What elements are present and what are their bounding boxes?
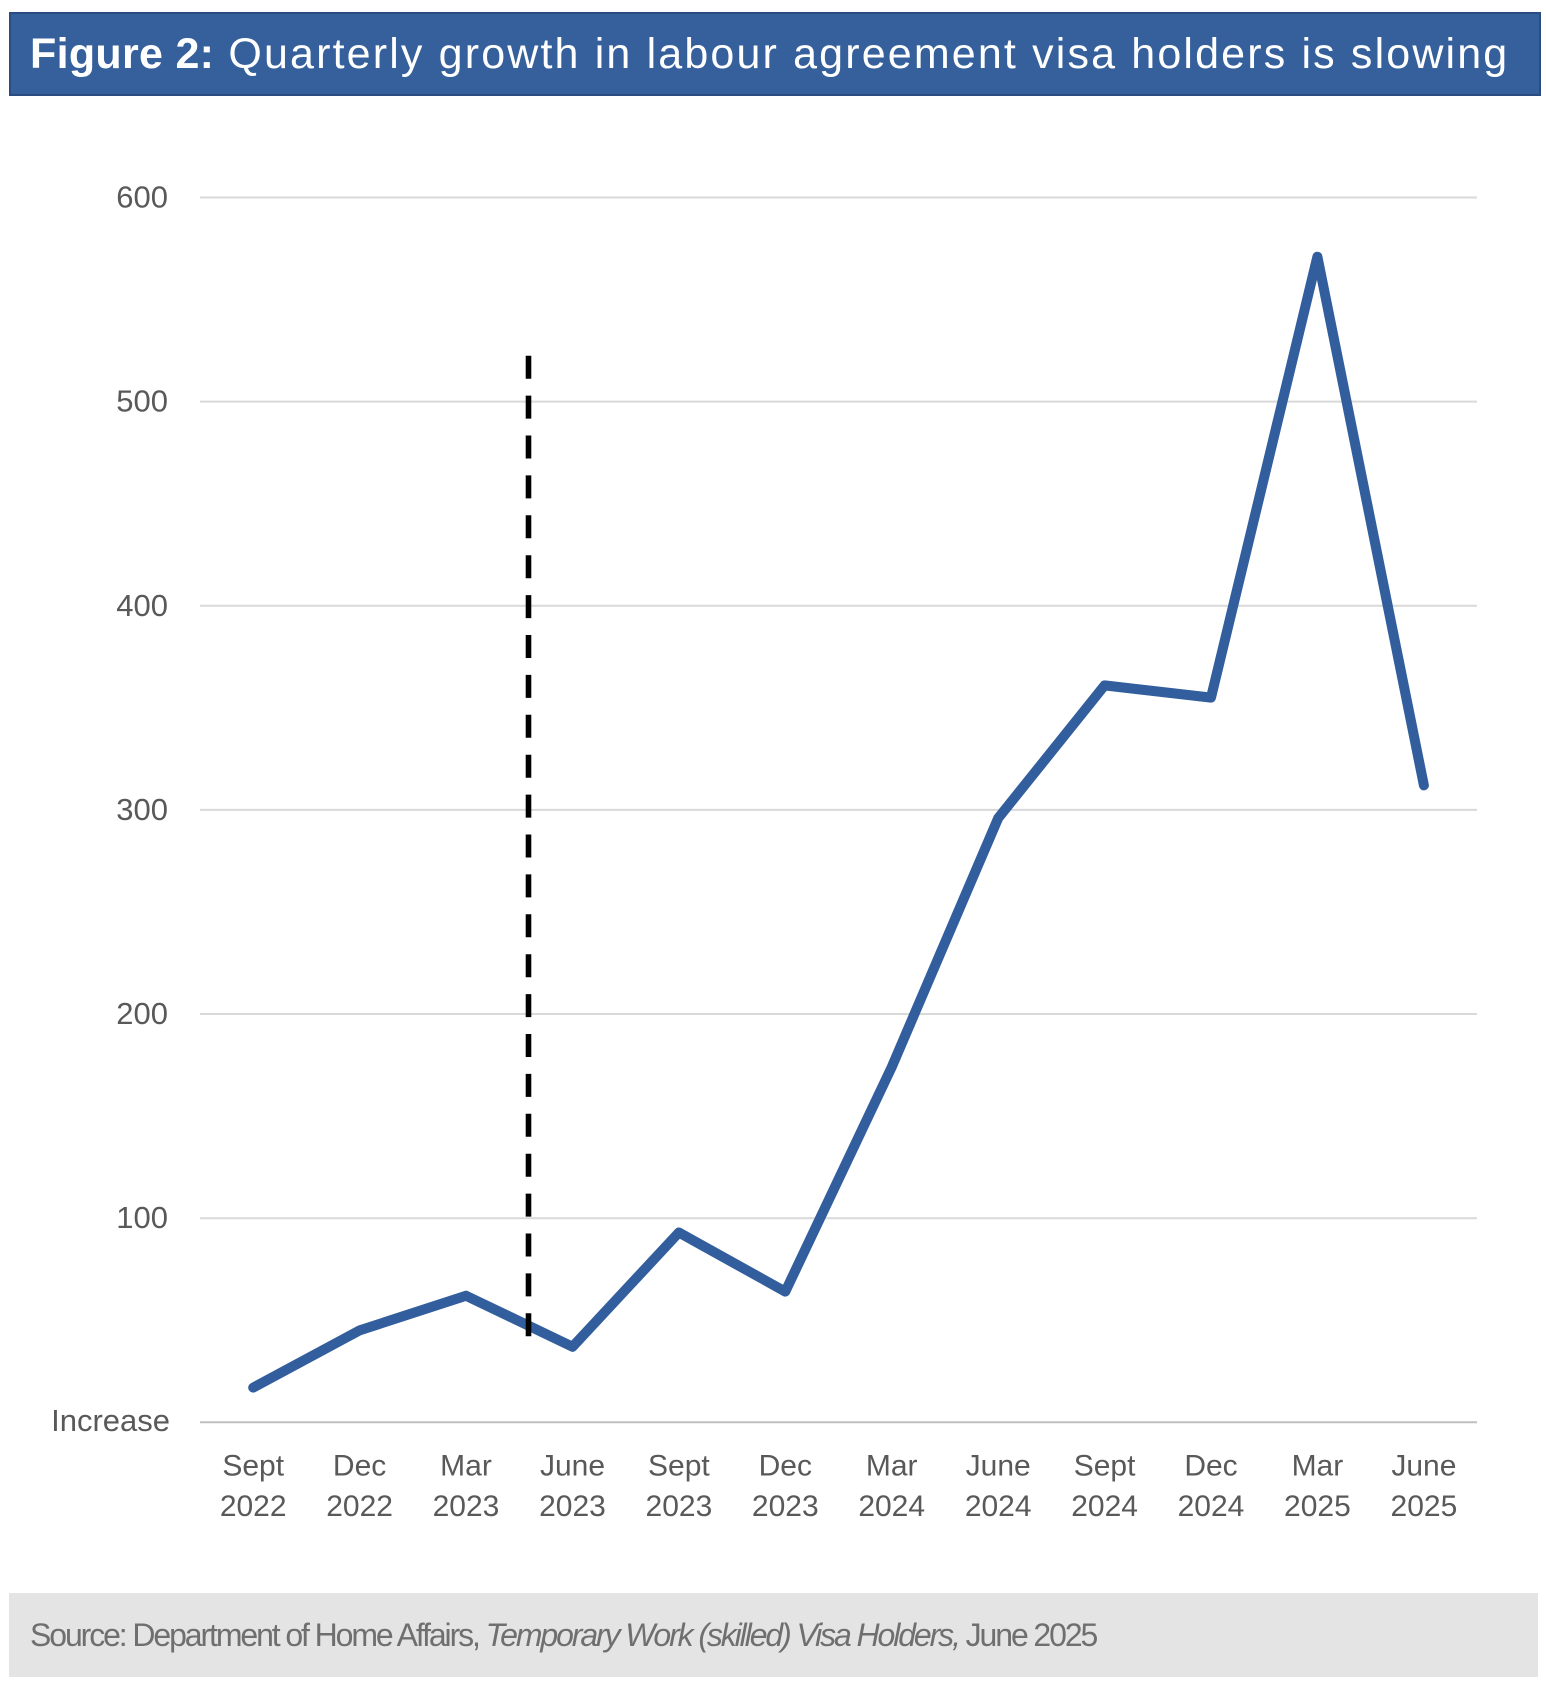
svg-text:Dec: Dec — [333, 1450, 386, 1483]
svg-text:2023: 2023 — [646, 1490, 713, 1523]
svg-text:Increase: Increase — [51, 1403, 170, 1438]
svg-text:Sept: Sept — [648, 1450, 710, 1483]
svg-text:June: June — [1391, 1450, 1456, 1483]
svg-text:2025: 2025 — [1391, 1490, 1458, 1523]
svg-text:Mar: Mar — [440, 1450, 492, 1483]
svg-text:400: 400 — [116, 588, 168, 623]
svg-text:Dec: Dec — [759, 1450, 812, 1483]
svg-text:Mar: Mar — [866, 1450, 918, 1483]
svg-text:300: 300 — [116, 792, 168, 827]
svg-text:600: 600 — [116, 180, 168, 215]
svg-text:June: June — [540, 1450, 605, 1483]
svg-text:2022: 2022 — [326, 1490, 393, 1523]
svg-text:2024: 2024 — [1071, 1490, 1138, 1523]
svg-text:2025: 2025 — [1284, 1490, 1351, 1523]
svg-text:2023: 2023 — [752, 1490, 819, 1523]
svg-text:2022: 2022 — [220, 1490, 287, 1523]
svg-text:200: 200 — [116, 996, 168, 1031]
svg-text:2023: 2023 — [433, 1490, 500, 1523]
svg-text:2024: 2024 — [1178, 1490, 1245, 1523]
svg-text:2023: 2023 — [539, 1490, 606, 1523]
svg-text:Sept: Sept — [222, 1450, 284, 1483]
svg-text:June: June — [966, 1450, 1031, 1483]
svg-text:2024: 2024 — [858, 1490, 925, 1523]
svg-text:Sept: Sept — [1074, 1450, 1136, 1483]
svg-text:500: 500 — [116, 384, 168, 419]
svg-text:Mar: Mar — [1292, 1450, 1344, 1483]
svg-text:100: 100 — [116, 1200, 168, 1235]
svg-text:Dec: Dec — [1184, 1450, 1237, 1483]
svg-text:2024: 2024 — [965, 1490, 1032, 1523]
